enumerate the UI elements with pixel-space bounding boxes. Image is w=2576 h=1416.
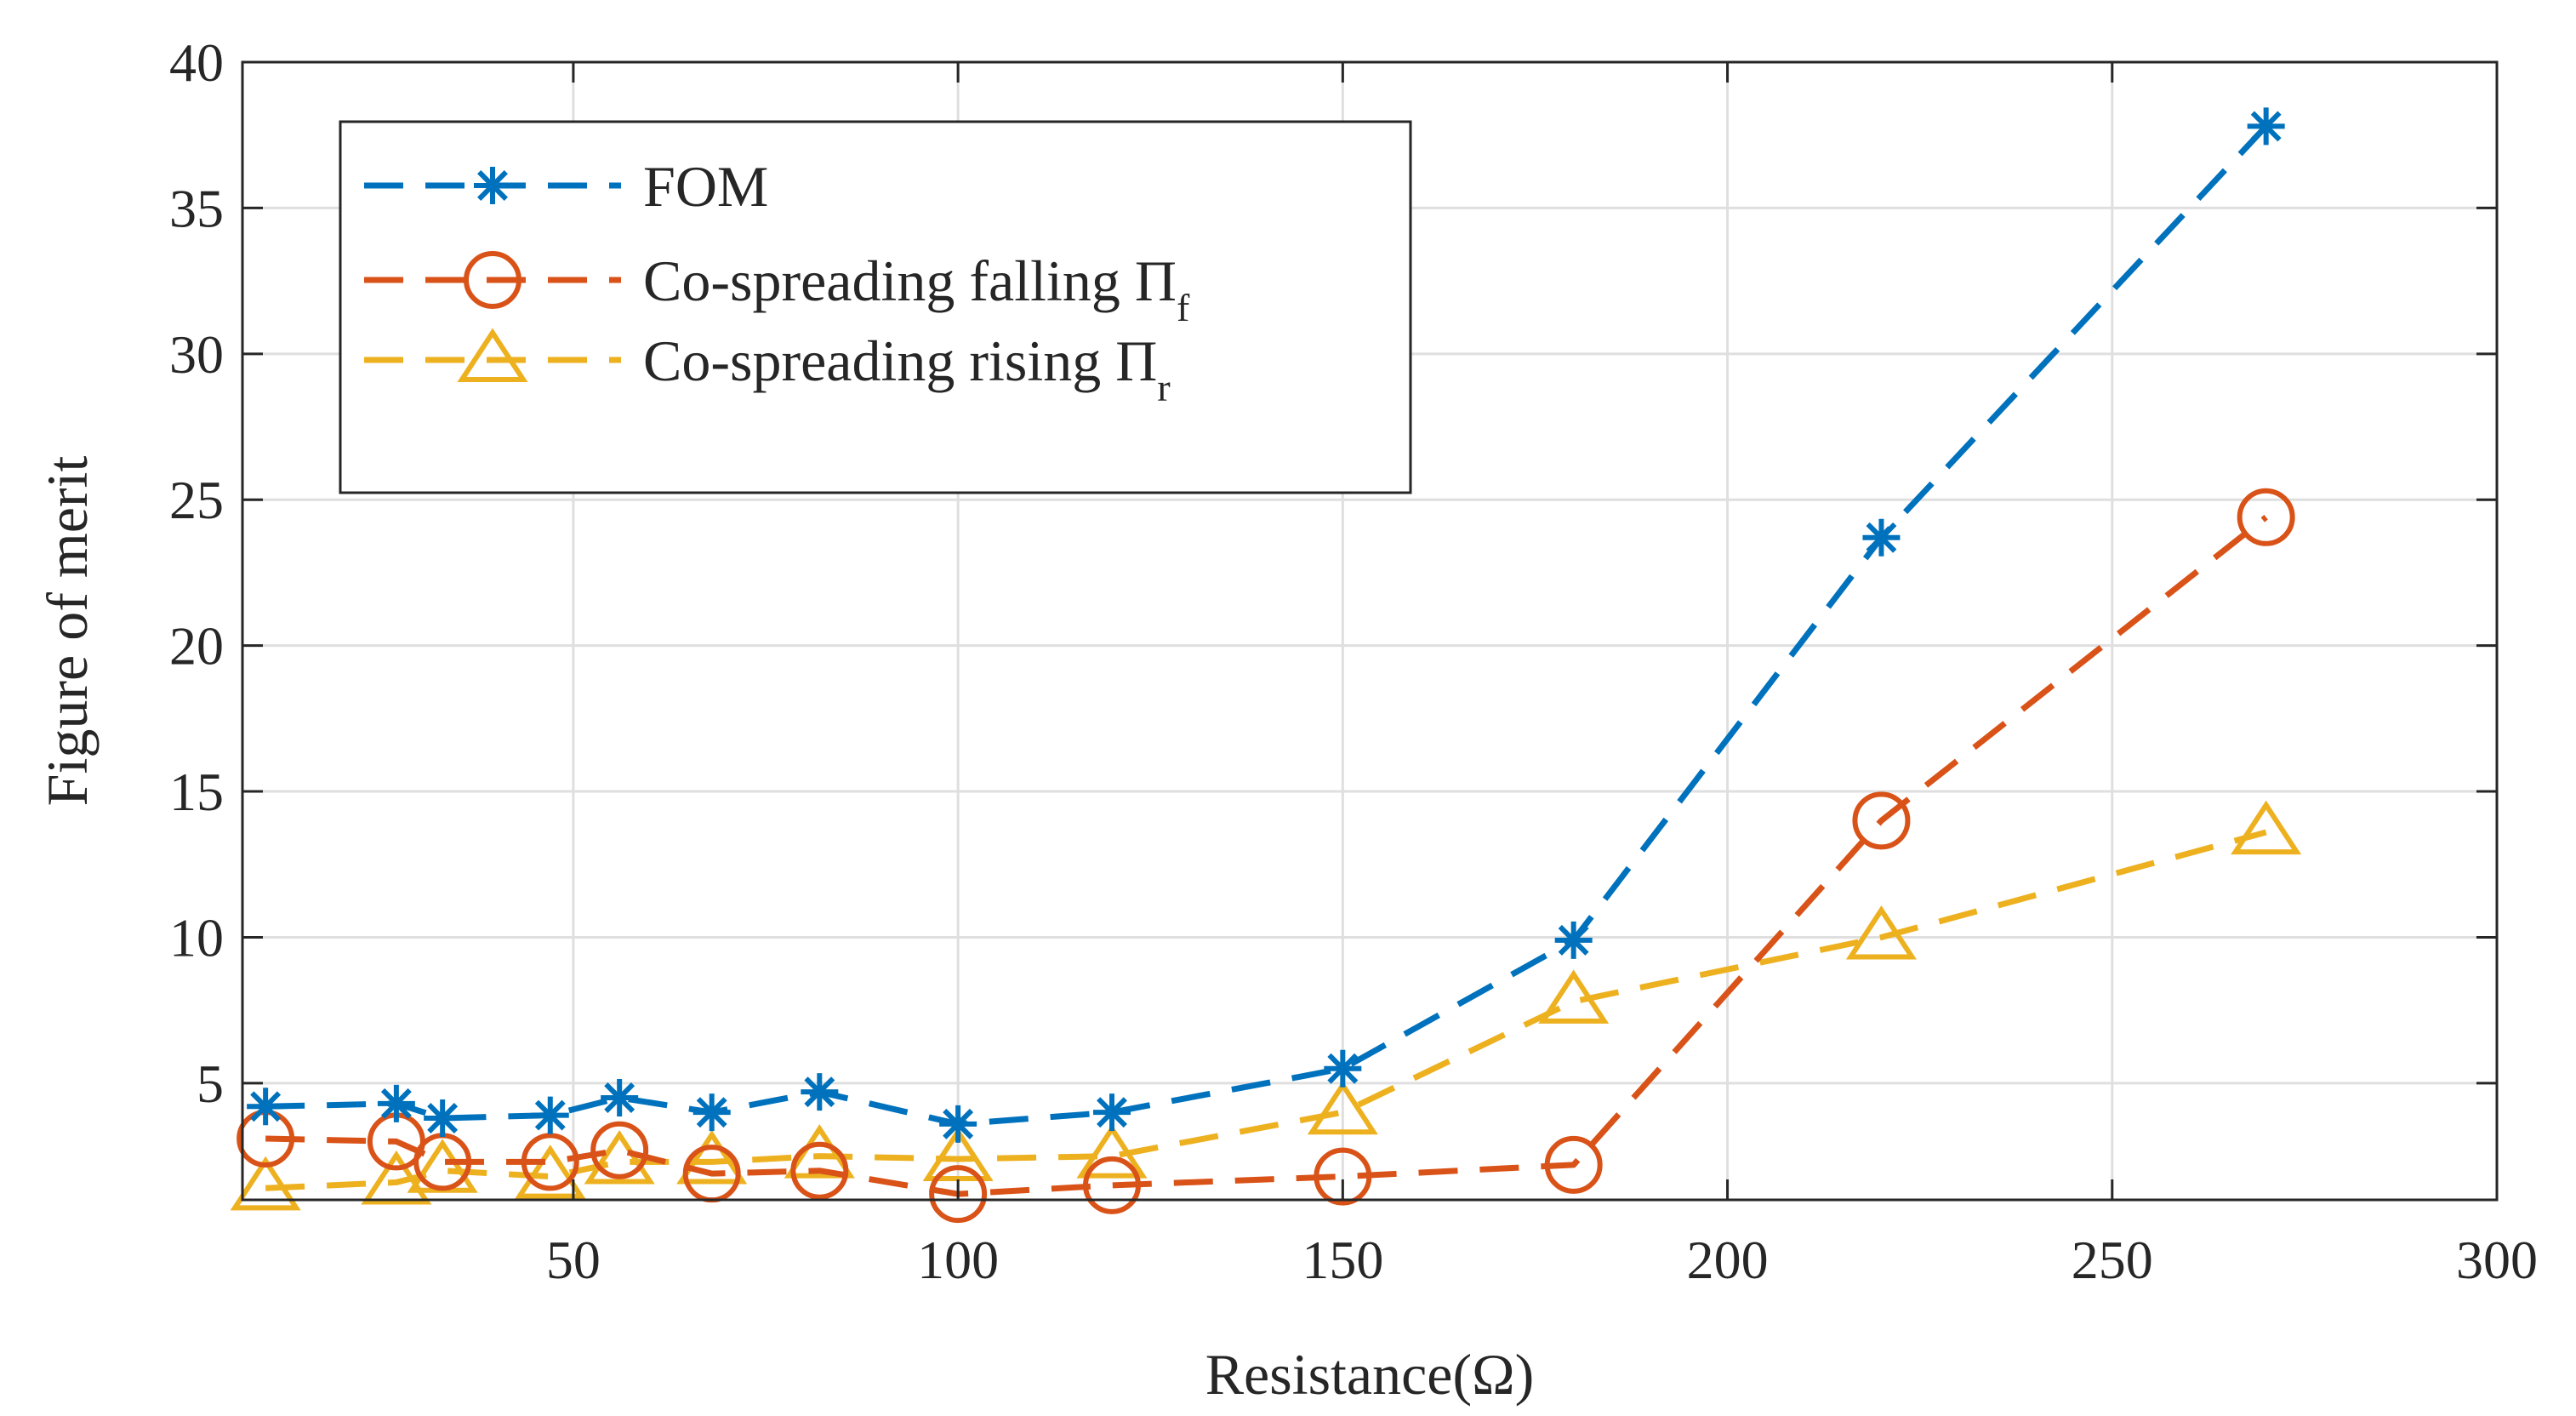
data-point [590,1121,649,1179]
data-point [515,1145,586,1199]
data-point [1324,1049,1362,1088]
data-point [377,1084,415,1122]
y-tick-label: 40 [169,32,224,93]
y-tick-label: 20 [169,616,224,677]
data-point [1862,518,1901,557]
data-point [1307,1080,1378,1135]
x-tick-label: 200 [1687,1230,1769,1290]
data-point [361,1150,432,1205]
axis-ticks: 50 100 150 200 250 300 5 10 15 20 25 30 35 40 [169,32,2538,1290]
legend-label: FOM [643,154,768,219]
data-point [1544,1135,1603,1194]
axes-box [241,60,2499,1202]
data-point [929,1165,988,1224]
data-point [1093,1093,1131,1132]
data-point [1538,969,1610,1024]
data-point [1852,791,1911,850]
x-tick-label: 150 [1302,1230,1383,1290]
x-tick-label: 50 [546,1230,601,1290]
data-point [2237,488,2295,546]
data-point [2231,800,2302,855]
y-tick-label: 35 [169,178,224,238]
data-point [1076,1124,1148,1179]
data-point [230,1156,301,1211]
y-tick-label: 25 [169,470,224,530]
data-point [424,1099,462,1138]
data-point [1083,1156,1142,1214]
x-tick-label: 100 [917,1230,999,1290]
legend-marker [474,167,511,204]
data-point [2247,107,2285,146]
data-point [692,1093,731,1132]
legend-marker [457,328,528,383]
x-axis-label: Resistance(Ω) [1205,1342,1535,1407]
data-point [521,1133,579,1191]
data-point [790,1141,849,1200]
y-tick-label: 5 [197,1053,224,1114]
x-tick-label: 300 [2456,1230,2538,1290]
data-point [584,1129,655,1185]
series-line [265,829,2267,1191]
y-tick-label: 10 [169,907,224,968]
data-point [1554,921,1593,959]
series-0 [247,107,2285,1143]
series-line [265,515,2268,1197]
data-point [801,1073,839,1111]
data-point [939,1105,977,1143]
legend-label: Co-spreading rising Πr [643,328,1171,409]
y-axis-label: Figure of merit [35,456,100,807]
series-2 [230,800,2302,1211]
legend-entry: Co-spreading rising Πr [364,328,1171,409]
y-tick-label: 15 [169,762,224,822]
data-point [1314,1147,1372,1206]
plot-series [230,107,2302,1224]
data-point [601,1079,639,1117]
y-tick-label: 30 [169,324,224,385]
data-point [1845,905,1917,960]
data-point [247,1088,285,1126]
data-point [676,1129,748,1185]
legend-label: Co-spreading falling Πf [643,248,1190,329]
data-point [531,1096,569,1134]
data-point [922,1127,994,1182]
legend-entry: Co-spreading falling Πf [364,248,1190,329]
x-tick-label: 250 [2072,1230,2153,1290]
legend-entry: FOM [364,154,768,219]
legend-marker [464,251,521,309]
